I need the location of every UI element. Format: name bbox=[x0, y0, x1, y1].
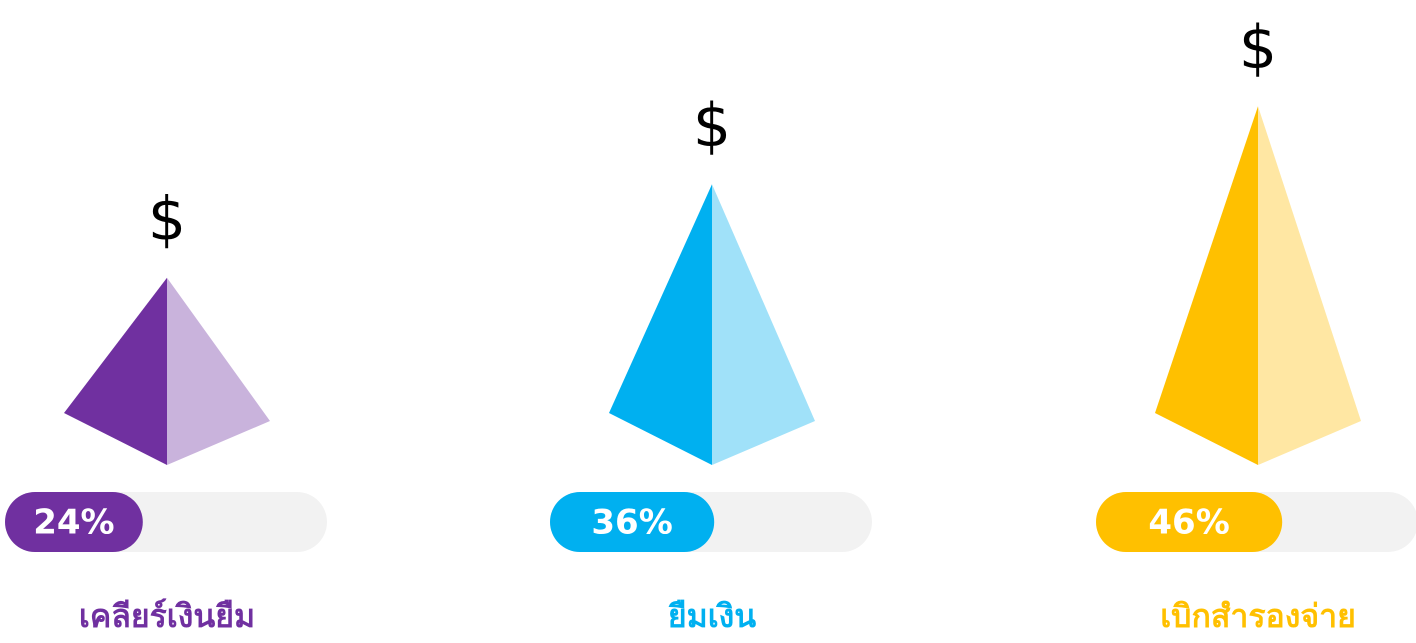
value-label: 46% bbox=[1148, 503, 1229, 543]
dollar-symbol: $ bbox=[693, 91, 731, 161]
category-label: เบิกสำรองจ่าย bbox=[1160, 597, 1356, 635]
pyramid-right bbox=[712, 184, 815, 465]
pyramid-right bbox=[167, 277, 270, 465]
value-label: 24% bbox=[33, 503, 114, 543]
progress-fill bbox=[1096, 492, 1283, 552]
dollar-symbol: $ bbox=[1239, 13, 1277, 83]
value-label: 36% bbox=[591, 503, 672, 543]
category-label: ยืมเงิน bbox=[668, 597, 756, 635]
progress-fill bbox=[5, 492, 143, 552]
pyramid-left bbox=[1155, 106, 1258, 465]
pyramid-right bbox=[1258, 106, 1361, 465]
progress-fill bbox=[550, 492, 715, 552]
dollar-symbol: $ bbox=[148, 184, 186, 254]
pyramid-left bbox=[609, 184, 712, 465]
category-label: เคลียร์เงินยืม bbox=[79, 597, 255, 635]
pyramid-left bbox=[64, 277, 167, 465]
